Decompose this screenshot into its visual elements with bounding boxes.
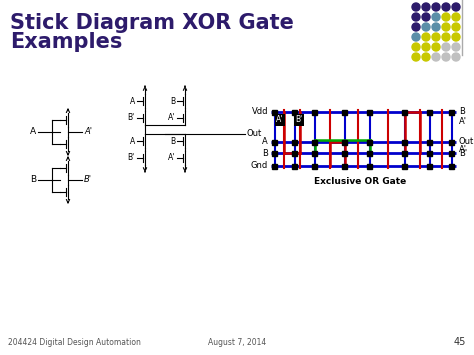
Text: A': A' <box>168 114 175 122</box>
Bar <box>402 164 408 169</box>
Circle shape <box>442 43 450 51</box>
Circle shape <box>412 13 420 21</box>
Text: 204424 Digital Design Automation: 204424 Digital Design Automation <box>8 338 141 347</box>
Text: A': A' <box>276 115 283 125</box>
Text: B': B' <box>459 148 467 158</box>
Text: Examples: Examples <box>10 32 122 52</box>
Text: Gnd: Gnd <box>251 162 268 170</box>
Circle shape <box>432 33 440 41</box>
Circle shape <box>442 23 450 31</box>
Circle shape <box>412 3 420 11</box>
Bar <box>312 164 318 169</box>
Bar <box>343 164 347 169</box>
Bar <box>292 140 298 144</box>
Circle shape <box>432 43 440 51</box>
Bar <box>428 151 432 155</box>
Circle shape <box>452 33 460 41</box>
Text: A: A <box>130 137 135 146</box>
Text: Stick Diagram XOR Gate: Stick Diagram XOR Gate <box>10 13 294 33</box>
Bar <box>449 164 455 169</box>
Bar <box>343 140 347 144</box>
Circle shape <box>432 3 440 11</box>
Circle shape <box>422 43 430 51</box>
Circle shape <box>412 23 420 31</box>
Bar <box>428 109 432 115</box>
Circle shape <box>422 13 430 21</box>
Bar <box>367 140 373 144</box>
Circle shape <box>412 53 420 61</box>
Text: B': B' <box>128 114 135 122</box>
Bar <box>449 151 455 155</box>
Bar <box>343 109 347 115</box>
Circle shape <box>442 33 450 41</box>
Bar <box>273 109 277 115</box>
Circle shape <box>442 13 450 21</box>
Text: B: B <box>170 97 175 105</box>
Text: Out: Out <box>459 137 474 147</box>
Bar <box>292 109 298 115</box>
Bar <box>449 140 455 144</box>
Text: A': A' <box>459 144 467 153</box>
Circle shape <box>442 53 450 61</box>
Bar <box>402 109 408 115</box>
Bar <box>273 151 277 155</box>
Circle shape <box>422 53 430 61</box>
Text: B: B <box>30 175 36 185</box>
Text: B: B <box>262 148 268 158</box>
Bar <box>449 109 455 115</box>
Circle shape <box>412 43 420 51</box>
Text: B: B <box>170 137 175 146</box>
Text: Out: Out <box>247 130 262 138</box>
Bar <box>428 140 432 144</box>
Text: Vdd: Vdd <box>252 108 268 116</box>
Circle shape <box>452 23 460 31</box>
Bar <box>292 151 298 155</box>
Text: A': A' <box>84 127 92 137</box>
Text: B: B <box>459 108 465 116</box>
Bar <box>292 164 298 169</box>
Bar <box>312 140 318 144</box>
Circle shape <box>452 53 460 61</box>
Text: A: A <box>130 97 135 105</box>
Bar <box>312 151 318 155</box>
Bar <box>402 151 408 155</box>
Text: Exclusive OR Gate: Exclusive OR Gate <box>314 177 406 186</box>
Text: A: A <box>262 137 268 147</box>
Text: August 7, 2014: August 7, 2014 <box>208 338 266 347</box>
Bar <box>312 109 318 115</box>
Bar <box>402 140 408 144</box>
Text: B': B' <box>84 175 92 185</box>
Circle shape <box>432 23 440 31</box>
Circle shape <box>452 3 460 11</box>
Circle shape <box>412 33 420 41</box>
Bar <box>367 164 373 169</box>
Circle shape <box>452 43 460 51</box>
Circle shape <box>422 23 430 31</box>
Circle shape <box>442 3 450 11</box>
Bar <box>343 151 347 155</box>
Text: 45: 45 <box>454 337 466 347</box>
Text: A: A <box>30 127 36 137</box>
Circle shape <box>422 33 430 41</box>
Bar <box>273 140 277 144</box>
Text: B': B' <box>128 153 135 163</box>
Circle shape <box>452 13 460 21</box>
Circle shape <box>432 53 440 61</box>
Bar <box>367 109 373 115</box>
Text: A': A' <box>168 153 175 163</box>
Text: B': B' <box>295 115 302 125</box>
Bar <box>428 164 432 169</box>
Bar <box>367 151 373 155</box>
Circle shape <box>422 3 430 11</box>
Bar <box>273 164 277 169</box>
Circle shape <box>432 13 440 21</box>
Text: A': A' <box>459 116 467 126</box>
